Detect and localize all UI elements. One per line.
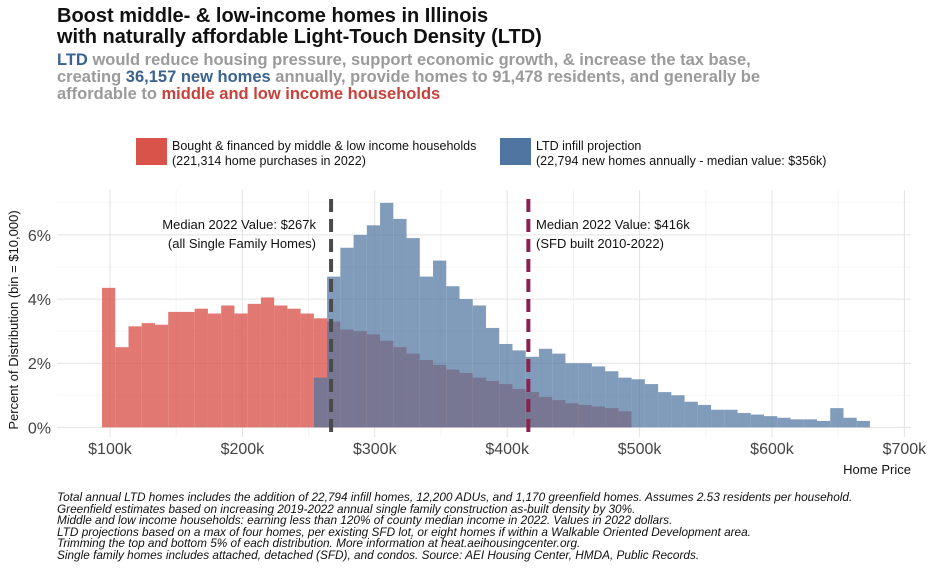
histogram-bar: [711, 409, 725, 428]
histogram-bar: [287, 308, 301, 428]
median1-label-line1: Median 2022 Value: $267k: [162, 217, 316, 232]
histogram-bar: [658, 392, 672, 428]
histogram-bar: [313, 377, 328, 428]
histogram-bar: [393, 218, 407, 428]
histogram-bar: [605, 371, 619, 428]
histogram-bar: [684, 401, 698, 428]
histogram-bar: [485, 327, 500, 428]
histogram-bar: [234, 313, 248, 428]
y-tick-label: 0%: [28, 420, 51, 437]
histogram-bar: [750, 414, 765, 428]
legend-label-blue: LTD infill projection (22,794 new homes …: [536, 139, 827, 168]
histogram-bar: [274, 305, 288, 428]
histogram-bar: [552, 353, 566, 428]
histogram-bar: [340, 247, 354, 428]
histogram-bar: [697, 404, 712, 428]
histogram-bar: [777, 417, 791, 428]
median2-label-line1: Median 2022 Value: $416k: [536, 217, 690, 232]
histogram-bar: [816, 420, 831, 428]
legend-label-red: Bought & financed by middle & low income…: [172, 139, 477, 168]
title-line-1: Boost middle- & low-income homes in Illi…: [57, 5, 489, 27]
title-line-2: with naturally affordable Light-Touch De…: [57, 26, 542, 48]
histogram-bar: [618, 377, 632, 428]
histogram-bar: [194, 308, 208, 428]
y-tick-label: 6%: [28, 228, 51, 245]
histogram-bar: [843, 417, 857, 428]
legend-swatch-blue: [500, 138, 531, 165]
histogram-bar: [764, 416, 778, 428]
x-tick-label: $700k: [883, 441, 928, 458]
histogram-bar: [419, 276, 434, 428]
histogram-bar: [591, 366, 606, 428]
footnote-line: Trimming the top and bottom 5% of each d…: [57, 536, 581, 551]
histogram-bar: [790, 419, 804, 428]
histogram-bar: [154, 324, 169, 428]
chart-title: Boost middle- & low-income homes in Illi…: [57, 6, 542, 48]
footnote-line: Greenfield estimates based on increasing…: [57, 501, 636, 516]
histogram-bar: [433, 260, 447, 428]
x-tick-label: $300k: [353, 441, 398, 458]
histogram-bar: [168, 311, 182, 428]
median1-label-line2: (all Single Family Homes): [168, 236, 316, 251]
histogram-bar: [260, 297, 275, 428]
x-tick-label: $100k: [88, 441, 133, 458]
histogram-bar: [538, 348, 553, 428]
y-axis-title: Percent of Distribution (bin = $10,000): [6, 210, 21, 429]
subtitle-households: middle and low income households: [161, 85, 441, 103]
x-tick-label: $500k: [618, 441, 663, 458]
histogram-bar: [856, 420, 870, 428]
x-tick-label: $400k: [485, 441, 530, 458]
histogram-bar: [644, 384, 659, 428]
histogram-bar: [631, 379, 645, 428]
x-tick-label: $600k: [750, 441, 795, 458]
median2-label-line2: (SFD built 2010-2022): [536, 236, 664, 251]
histogram-bar: [830, 408, 844, 428]
subtitle-part3: annually, provide homes to 91,478 reside…: [270, 68, 761, 86]
subtitle-ltd: LTD: [57, 51, 88, 69]
histogram-bar: [141, 323, 155, 428]
histogram-bar: [300, 313, 314, 428]
histogram-bar: [102, 287, 116, 428]
histogram-bar: [181, 311, 195, 428]
subtitle-part4: affordable to: [57, 85, 162, 103]
legend-swatch-red: [136, 138, 167, 165]
histogram-bar: [671, 395, 685, 428]
footnotes: Total annual LTD homes includes the addi…: [57, 490, 853, 562]
footnote-line: Middle and low income households: earnin…: [57, 513, 673, 528]
histogram-bar: [724, 409, 738, 428]
histogram-bar: [472, 305, 486, 428]
histogram-bar: [446, 286, 460, 428]
histogram-bar: [380, 202, 394, 428]
subtitle-part2: creating: [57, 68, 126, 86]
histogram-bar: [115, 347, 129, 428]
histogram-bar: [803, 419, 817, 428]
histogram-bar: [512, 350, 526, 428]
histogram-bar: [499, 343, 513, 428]
histogram-bar: [353, 234, 367, 428]
x-axis-title: Home Price: [843, 462, 911, 477]
subtitle-part1: would reduce housing pressure, support e…: [87, 51, 751, 69]
histogram-bar: [128, 326, 142, 428]
y-tick-label: 2%: [28, 356, 51, 373]
axis-layer: 0% 2% 4% 6% $100k $200k $300k $400k $500k $600k $7…: [28, 228, 927, 458]
histogram-bar: [565, 363, 579, 428]
y-tick-label: 4%: [28, 292, 51, 309]
histogram-bar: [406, 238, 420, 428]
chart-subtitle: LTD would reduce housing pressure, suppo…: [57, 52, 917, 103]
histogram-bar: [366, 225, 381, 428]
bars-blue-series: [313, 202, 870, 428]
histogram-bar: [247, 303, 261, 428]
footnote-line: Total annual LTD homes includes the addi…: [57, 490, 853, 504]
histogram-bar: [578, 363, 592, 428]
histogram-bar: [221, 305, 235, 428]
footnote-line: LTD projections based on a max of four h…: [57, 524, 751, 539]
histogram-bar: [207, 313, 222, 428]
subtitle-new-homes: 36,157 new homes: [125, 68, 271, 86]
footnote-line: Single family homes includes attached, d…: [57, 547, 700, 562]
x-tick-label: $200k: [221, 441, 266, 458]
histogram-chart: 0% 2% 4% 6% $100k $200k $300k $400k $500k $600k $7…: [6, 190, 927, 477]
histogram-bar: [459, 299, 473, 428]
histogram-bar: [737, 412, 751, 428]
